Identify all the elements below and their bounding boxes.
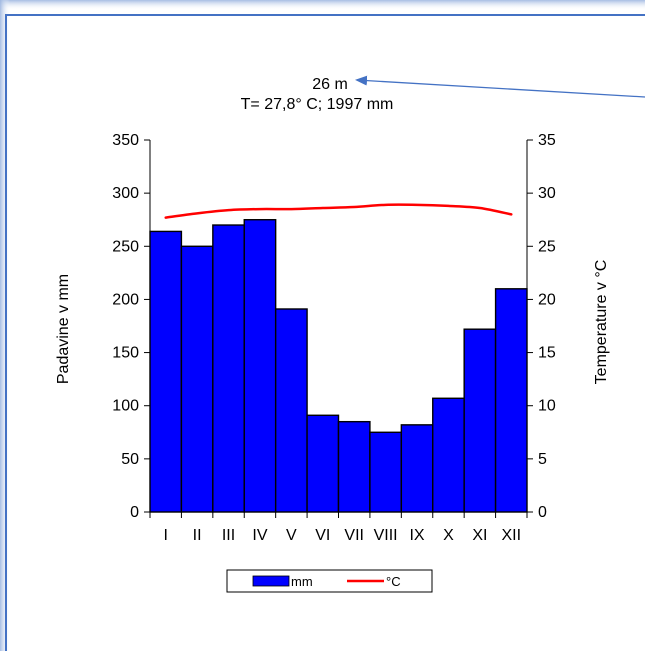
bar-I [149,230,183,513]
bar-VII [337,420,371,513]
axes-layer [144,139,533,518]
x-tick-label: V [286,527,297,544]
x-tick-label: X [443,527,454,544]
callout-arrow [355,75,645,98]
x-tick-label: III [222,527,235,544]
bar-VIII [369,431,403,513]
x-tick-label: VIII [374,527,398,544]
bars-layer [149,219,528,513]
bar-X [432,397,465,513]
bar-XI [463,328,497,513]
y2-tick-label: 20 [538,291,556,308]
legend-box [226,569,433,593]
legend-label-temp: °C [386,574,401,589]
y-tick-label: 100 [112,398,139,415]
frame-top-shadow [0,0,645,10]
legend: mm °C [226,569,433,593]
y-tick-label: 300 [112,185,139,202]
x-tick-label: XI [472,527,487,544]
y-tick-label: 350 [112,132,139,149]
y-tick-label: 250 [112,238,139,255]
x-tick-label: VII [344,527,364,544]
temperature-line-layer [164,203,513,219]
y2-tick-label: 30 [538,185,556,202]
bar-V [274,308,308,513]
y2-tick-label: 5 [538,451,547,468]
x-tick-label: IV [252,527,267,544]
y-tick-label: 50 [121,451,139,468]
legend-label-mm: mm [291,574,313,589]
bar-XII [494,288,528,513]
bar-IV [243,219,277,513]
bar-IX [400,424,434,513]
frame-border [5,14,645,651]
y2-axis-title: Temperature v °C [593,260,610,385]
x-tick-label: II [193,527,202,544]
y-axis-title: Padavine v mm [55,274,72,384]
legend-swatch-mm [252,575,290,587]
y-tick-label: 150 [112,345,139,362]
x-tick-label: I [163,527,167,544]
y2-tick-label: 35 [538,132,556,149]
temperature-line [164,203,513,219]
x-tick-label: IX [409,527,424,544]
y2-tick-label: 0 [538,504,547,521]
bar-VI [306,414,340,513]
chart-title: 26 m [312,76,348,93]
y2-tick-label: 25 [538,238,556,255]
y-tick-label: 0 [130,504,139,521]
y-tick-label: 200 [112,291,139,308]
bar-II [180,245,214,513]
x-tick-label: VI [315,527,330,544]
bar-III [212,224,245,513]
chart-subtitle: T= 27,8° C; 1997 mm [241,96,394,113]
y2-tick-label: 15 [538,345,556,362]
y2-tick-label: 10 [538,398,556,415]
x-tick-label: XII [502,527,522,544]
